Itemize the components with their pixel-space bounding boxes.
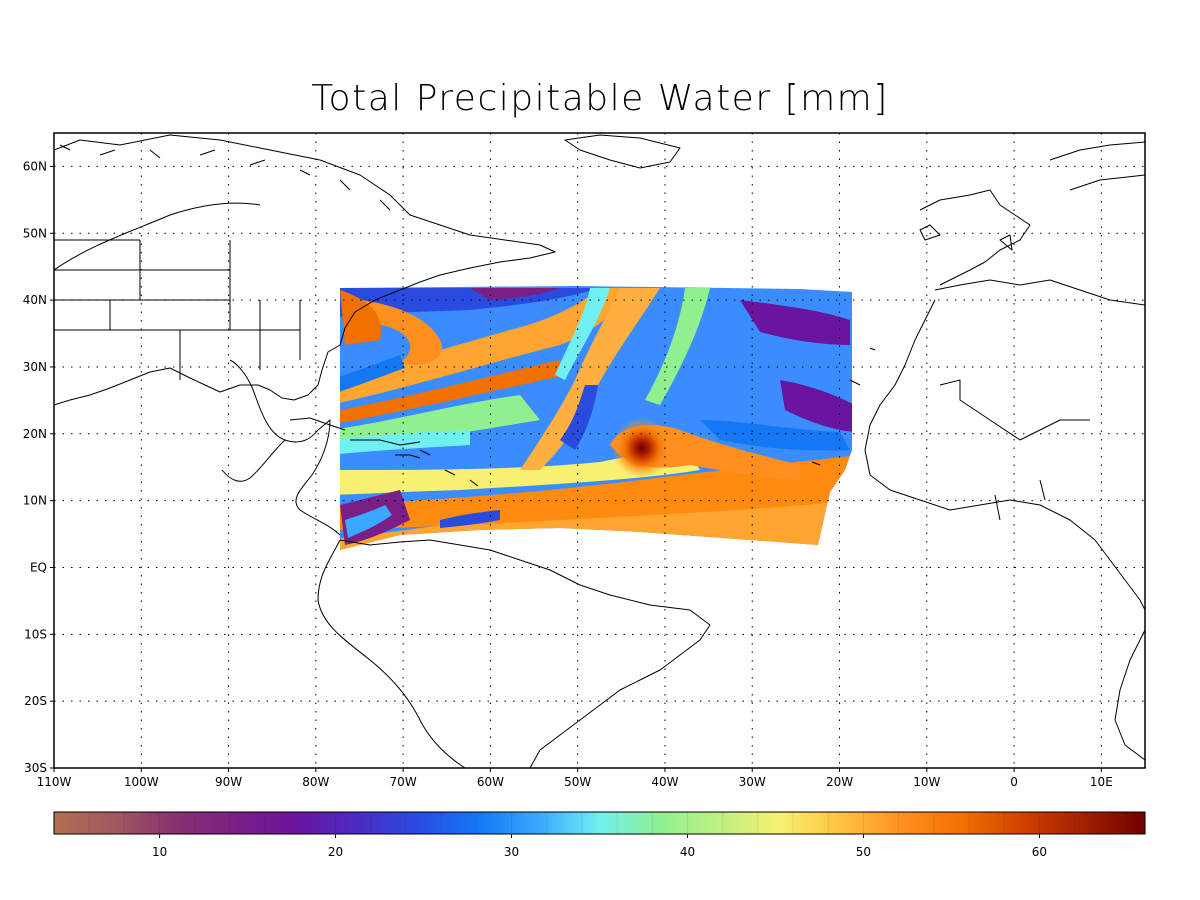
colorbar-tick-label: 60 [1032,845,1047,859]
lon-tick-label: 70W [390,775,417,789]
lon-tick-label: 10W [913,775,940,789]
lon-tick-label: 100W [124,775,159,789]
lat-tick-label: EQ [30,560,47,574]
lat-tick-label: 60N [23,159,47,173]
map-title: Total Precipitable Water [mm] [311,78,889,119]
lat-tick-label: 10S [24,627,47,641]
coastlines [54,134,1145,768]
latitude-labels: 60N 50N 40N 30N 20N 10N EQ 10S 20S 30S [23,159,54,775]
lon-tick-label: 50W [564,775,591,789]
map-frame [53,132,1146,769]
colorbar-tick-label: 10 [152,845,167,859]
colorbar-scale [53,811,1146,835]
precipitable-water-field [340,286,852,550]
colorbar-tick-label: 30 [504,845,519,859]
lat-tick-label: 30N [23,360,47,374]
colorbar-tick-label: 40 [680,845,695,859]
lon-tick-label: 20W [826,775,853,789]
longitude-labels: 110W 100W 90W 80W 70W 60W 50W 40W 30W 20W 10W 0 10E [37,768,1113,789]
lat-tick-label: 10N [23,494,47,508]
graticule [54,133,1145,768]
lon-tick-label: 10E [1090,775,1113,789]
lat-tick-label: 20S [24,694,47,708]
lon-tick-label: 90W [215,775,242,789]
lat-tick-label: 50N [23,226,47,240]
lat-tick-label: 40N [23,293,47,307]
lon-tick-label: 0 [1010,775,1018,789]
colorbar-tick-label: 50 [856,845,871,859]
lon-tick-label: 110W [37,775,72,789]
lon-tick-label: 60W [477,775,504,789]
colorbar-ticks [53,812,1146,838]
lon-tick-label: 30W [739,775,766,789]
lon-tick-label: 80W [302,775,329,789]
lat-tick-label: 20N [23,427,47,441]
colorbar-labels: 10 20 30 40 50 60 [152,845,1047,859]
colorbar-tick-label: 20 [328,845,343,859]
lat-tick-label: 30S [24,761,47,775]
lon-tick-label: 40W [651,775,678,789]
colorbar: 10 20 30 40 50 60 [53,811,1146,859]
